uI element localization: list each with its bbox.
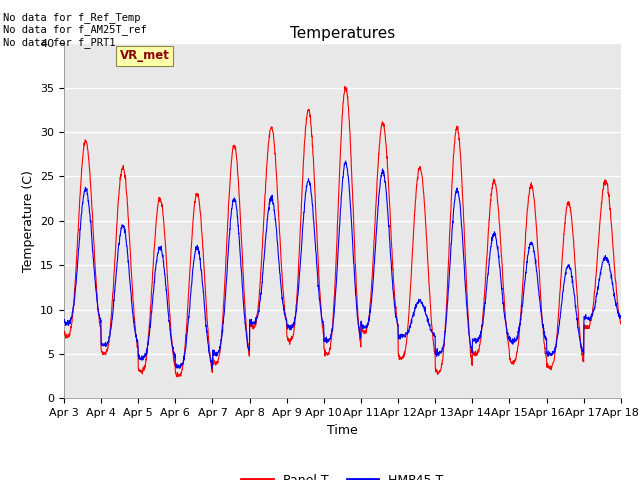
Text: VR_met: VR_met (120, 49, 170, 62)
Legend: Panel T, HMP45 T: Panel T, HMP45 T (236, 468, 449, 480)
X-axis label: Time: Time (327, 424, 358, 437)
Y-axis label: Temperature (C): Temperature (C) (22, 170, 35, 272)
Title: Temperatures: Temperatures (290, 25, 395, 41)
Text: No data for f_Ref_Temp
No data for f_AM25T_ref
No data for f_PRT1: No data for f_Ref_Temp No data for f_AM2… (3, 12, 147, 48)
